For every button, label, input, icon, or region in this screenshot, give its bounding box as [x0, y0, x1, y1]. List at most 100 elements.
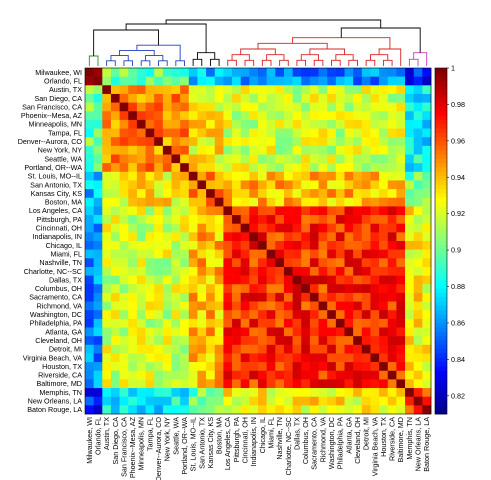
heatmap-cell [266, 232, 276, 242]
heatmap-cell [335, 119, 345, 129]
heatmap-cell [301, 68, 311, 77]
heatmap-cell [249, 232, 259, 242]
heatmap-cell [145, 223, 155, 233]
heatmap-cell [344, 223, 354, 233]
heatmap-cell [93, 344, 103, 354]
heatmap-cell [102, 137, 112, 147]
heatmap-cell [249, 258, 259, 268]
heatmap-cell [171, 249, 181, 259]
heatmap-cell [85, 362, 94, 372]
heatmap-cell [413, 180, 423, 190]
heatmap-cell [171, 76, 181, 86]
heatmap-cell [292, 301, 302, 311]
heatmap-cell [396, 362, 406, 372]
heatmap-cell [102, 197, 112, 207]
heatmap-cell [327, 223, 337, 233]
heatmap-cell [266, 405, 276, 415]
heatmap-cell [93, 292, 103, 302]
row-label: Houston, TX [42, 362, 82, 371]
heatmap-cell [240, 249, 250, 259]
heatmap-cell [197, 180, 207, 190]
heatmap-cell [266, 93, 276, 103]
heatmap-cell [292, 249, 302, 259]
colorbar-swatch [435, 323, 447, 328]
heatmap-cell [283, 292, 293, 302]
heatmap-cell [396, 336, 406, 346]
heatmap-cell [93, 145, 103, 155]
heatmap-cell [335, 128, 345, 138]
heatmap-cell [275, 249, 285, 259]
heatmap-cell [188, 189, 198, 199]
heatmap-cell [180, 137, 190, 147]
heatmap-cell [240, 362, 250, 372]
heatmap-cell [85, 93, 94, 103]
heatmap-cell [275, 388, 285, 397]
heatmap-cell [206, 266, 216, 276]
heatmap-cell [370, 197, 380, 207]
heatmap-cell [353, 163, 363, 173]
heatmap-cell [258, 145, 267, 155]
heatmap-cell [283, 258, 293, 268]
heatmap-cell [154, 292, 164, 302]
heatmap-cell [102, 241, 112, 250]
heatmap-cell [292, 353, 302, 363]
heatmap-cell [162, 145, 172, 155]
heatmap-cell [413, 93, 423, 103]
heatmap-cell [240, 258, 250, 268]
heatmap-cell [275, 180, 285, 190]
row-label: Baton Rouge, LA [27, 405, 82, 414]
heatmap-cell [344, 111, 354, 121]
heatmap-cell [188, 68, 198, 77]
colorbar-swatch [435, 284, 447, 289]
heatmap-cell [353, 353, 363, 363]
heatmap-cell [309, 327, 319, 337]
heatmap-cell [258, 318, 267, 328]
heatmap-cell [223, 76, 233, 86]
heatmap-cell [413, 189, 423, 199]
heatmap-cell [119, 111, 129, 121]
heatmap-cell [102, 362, 112, 372]
heatmap-cell [344, 206, 354, 216]
heatmap-cell [361, 68, 371, 77]
heatmap-cell [422, 284, 432, 294]
heatmap-cell [93, 154, 103, 164]
heatmap-cell [396, 171, 406, 181]
row-label: Seattle, WA [44, 154, 82, 163]
heatmap-cell [188, 215, 198, 224]
heatmap-cell [136, 405, 146, 415]
heatmap-cell [206, 76, 216, 86]
heatmap-cell [188, 275, 198, 285]
heatmap-cell [405, 154, 414, 164]
heatmap-cell [422, 137, 432, 147]
heatmap-cell [422, 154, 432, 164]
heatmap-cell [327, 344, 337, 354]
heatmap-cell [180, 318, 190, 328]
heatmap-cell [119, 249, 129, 259]
heatmap-cell [309, 388, 319, 397]
colorbar-swatch [435, 163, 447, 168]
heatmap-cell [405, 85, 414, 95]
heatmap-cell [275, 128, 285, 138]
heatmap-cell [197, 353, 207, 363]
heatmap-cell [396, 353, 406, 363]
heatmap-cell [93, 318, 103, 328]
heatmap-cell [370, 232, 380, 242]
heatmap-cell [405, 396, 414, 406]
heatmap-cell [353, 310, 363, 320]
heatmap-cell [309, 180, 319, 190]
heatmap-cell [206, 336, 216, 346]
heatmap-cell [283, 396, 293, 406]
colorbar-swatch [435, 80, 447, 86]
heatmap-cell [154, 171, 164, 181]
heatmap-cell [188, 223, 198, 233]
heatmap-cell [370, 388, 380, 397]
heatmap-cell [370, 379, 380, 389]
heatmap-cell [361, 163, 371, 173]
heatmap-cell [318, 189, 328, 199]
heatmap-cell [301, 189, 311, 199]
heatmap-cell [413, 336, 423, 346]
heatmap-cell [93, 119, 103, 129]
heatmap-cell [335, 379, 345, 389]
colorbar-swatch [435, 171, 447, 177]
heatmap-cell [335, 336, 345, 346]
